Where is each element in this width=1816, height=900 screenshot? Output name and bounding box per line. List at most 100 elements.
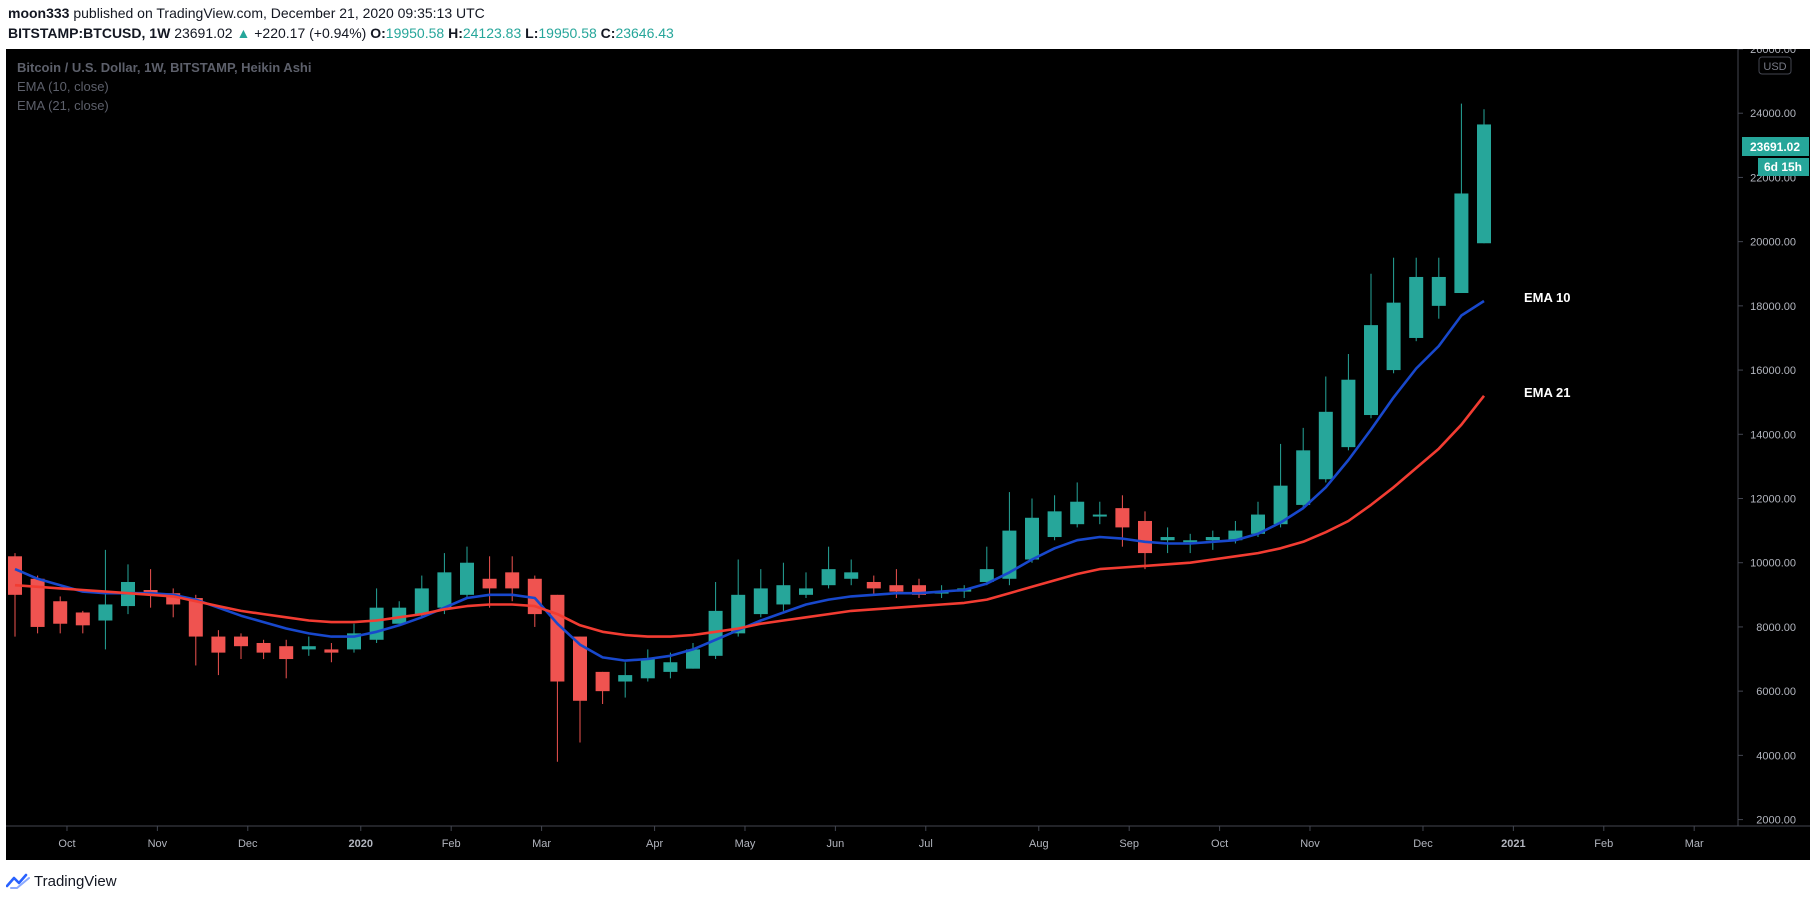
candle [301,636,316,656]
candle [708,581,723,660]
candle [1364,273,1378,419]
candle-body [889,585,904,592]
price-tick-label: 18000.00 [1750,301,1796,313]
candle-body [866,581,881,589]
candle [640,649,655,682]
candle-body [414,588,429,615]
candle [53,596,68,634]
candle-body [1205,537,1220,541]
time-tick-label: Mar [532,838,551,850]
candle-body [1341,379,1356,448]
candle-body [98,604,113,621]
candle [98,549,113,650]
candle-body [731,594,746,634]
chart-container[interactable]: 2000.00 4000.00 6000.00 8000.00 10000.00 1200… [6,49,1810,860]
candle-body [301,646,316,650]
price-tick-label: 8000.00 [1756,622,1796,634]
candle [1251,501,1265,538]
candle [324,642,339,663]
chart-background [6,49,1810,860]
candle [460,546,474,599]
candle-body [1477,124,1491,244]
candle-body [188,598,203,637]
candle-body [799,588,813,595]
candle [979,546,994,586]
candle [211,630,226,676]
candle [1002,492,1017,586]
candle-body [53,601,68,624]
price-tick-label: 16000.00 [1750,365,1796,377]
candle [256,639,271,660]
candle [776,562,791,611]
candle-body [482,578,497,589]
price-tick-label: 24000.00 [1750,108,1796,120]
candle [279,639,294,679]
candle-body [753,588,768,615]
candle-body [1364,325,1378,416]
candle-body [1138,520,1152,554]
ema-layer [14,299,1486,662]
last-price: 23691.02 [174,25,233,41]
ema21-line [14,394,1486,638]
brand-name[interactable]: TradingView [34,872,117,890]
ema21-label: EMA 21 [1524,385,1570,400]
published-text: published on TradingView.com, December 2… [73,5,485,21]
candle [482,556,497,608]
candle-body [708,610,723,656]
candle-body [640,659,655,679]
ema10-label: EMA 10 [1524,290,1570,305]
candle [1092,501,1107,525]
author-name[interactable]: moon333 [8,5,70,21]
candle [844,559,859,586]
close-label: C: [600,25,616,41]
candle [1454,103,1469,294]
footer[interactable]: TradingView [6,868,117,894]
candle-body [776,585,791,605]
candle [75,610,90,634]
high-value: 24123.83 [462,25,522,41]
candle-body [550,594,565,682]
candle [821,546,836,589]
time-axis[interactable]: Oct Nov Dec 2020 Feb Mar Apr May Jun Jul Aug Sep Oct… [58,826,1704,850]
candle-body [979,569,994,582]
price-tick-label: 26000.00 [1750,49,1796,56]
price-tick-label: 14000.00 [1750,429,1796,441]
last-price-tag-label: 23691.02 [1750,140,1800,154]
candle [1296,427,1311,509]
candle-body [1318,411,1333,480]
candle-body [1047,511,1062,538]
price-tick-label: 4000.00 [1756,750,1796,762]
candle [1025,498,1039,563]
change-text: +220.17 (+0.94%) [254,25,367,41]
time-tick-label: Aug [1029,838,1049,850]
candle-body [844,572,859,579]
price-tick-label: 10000.00 [1750,558,1796,570]
candle [1138,511,1152,570]
indicator-ema10[interactable]: EMA (10, close) [17,79,109,94]
time-tick-label: Oct [58,838,75,850]
price-axis[interactable]: 2000.00 4000.00 6000.00 8000.00 10000.00 1200… [1738,49,1796,827]
candle-body [1409,276,1424,338]
candle [414,575,429,618]
low-label: L: [525,25,539,41]
time-tick-label: 2020 [349,838,373,850]
interval: 1W [149,25,171,41]
candle [437,553,452,615]
candle-body [279,646,294,660]
change-arrow-icon: ▲ [236,25,251,41]
indicator-ema21[interactable]: EMA (21, close) [17,98,109,113]
candle-body [1454,193,1469,294]
currency-badge[interactable] [1758,56,1792,75]
candle [753,569,768,618]
candle-body [1228,530,1243,541]
candle-body [1431,276,1446,306]
time-tick-label: Dec [238,838,258,850]
candle [1318,376,1333,483]
candle-body [1296,450,1311,505]
candle-body [234,636,248,647]
candle-body [1070,501,1085,525]
open-label: O: [370,25,386,41]
price-chart[interactable]: 2000.00 4000.00 6000.00 8000.00 10000.00 1200… [6,49,1810,860]
candle-body [1183,540,1198,543]
candle [1273,443,1288,528]
